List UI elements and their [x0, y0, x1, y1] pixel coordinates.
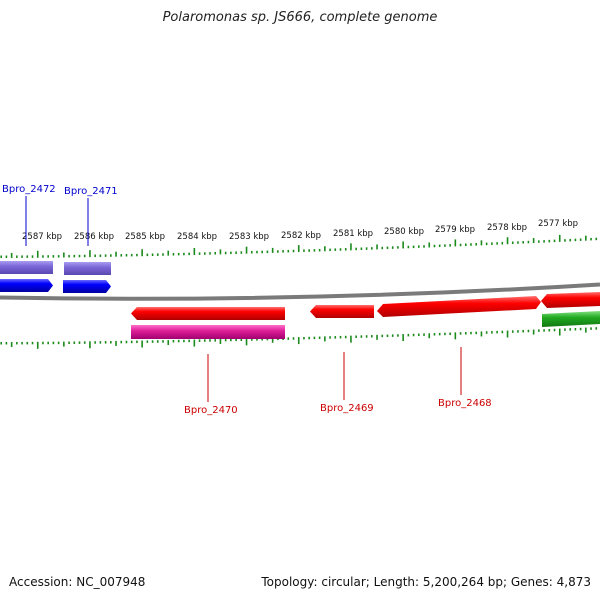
- cds-bpro-2472: [0, 261, 53, 274]
- gene-labels: Bpro_2472 Bpro_2471 Bpro_2470 Bpro_2469 Bpro…: [2, 184, 492, 416]
- gene-label: Bpro_2469: [320, 403, 374, 414]
- ruler-label: 2582 kbp: [281, 231, 321, 241]
- backbone-circle: [0, 282, 600, 301]
- cds-bpro-2470: [131, 325, 285, 339]
- map-title: Polaromonas sp. JS666, complete genome: [162, 10, 438, 25]
- ruler-label: 2583 kbp: [229, 232, 269, 242]
- features: [0, 261, 600, 339]
- gene-forward-next: [541, 292, 600, 308]
- inner-tick-ring: [0, 327, 598, 349]
- ruler-label: 2580 kbp: [384, 227, 424, 237]
- gene-bpro-2468: [377, 296, 541, 317]
- cds-bpro-2471: [64, 262, 111, 275]
- ruler-label: 2585 kbp: [125, 232, 165, 242]
- ruler-labels: 2587 kbp 2586 kbp 2585 kbp 2584 kbp 2583 kbp…: [22, 219, 578, 242]
- outer-tick-ring: [0, 234, 598, 258]
- gene-bpro-2470: [131, 307, 285, 320]
- topology-text: Topology: circular; Length: 5,200,264 bp…: [261, 575, 591, 589]
- ruler-label: 2578 kbp: [487, 223, 527, 233]
- feature-green: [542, 311, 600, 327]
- gene-bpro-2469: [310, 305, 374, 318]
- gene-bpro-2472: [0, 279, 53, 292]
- ruler-label: 2587 kbp: [22, 232, 62, 242]
- ruler-label: 2581 kbp: [333, 229, 373, 239]
- gene-label: Bpro_2468: [438, 398, 492, 409]
- ruler-label: 2584 kbp: [177, 232, 217, 242]
- ruler-label: 2586 kbp: [74, 232, 114, 242]
- gene-bpro-2471: [63, 280, 111, 293]
- gene-label: Bpro_2470: [184, 405, 238, 416]
- accession-text: Accession: NC_007948: [9, 575, 146, 589]
- gene-label: Bpro_2471: [64, 186, 118, 197]
- ruler-label: 2577 kbp: [538, 219, 578, 229]
- gene-label: Bpro_2472: [2, 184, 56, 195]
- ruler-label: 2579 kbp: [435, 225, 475, 235]
